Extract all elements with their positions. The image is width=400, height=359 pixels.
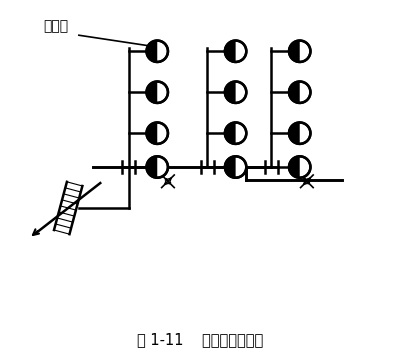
Wedge shape bbox=[289, 122, 300, 144]
Circle shape bbox=[146, 157, 168, 178]
Circle shape bbox=[225, 157, 246, 178]
Circle shape bbox=[146, 122, 168, 144]
Wedge shape bbox=[146, 157, 157, 178]
Wedge shape bbox=[146, 81, 157, 103]
Wedge shape bbox=[146, 41, 157, 62]
Wedge shape bbox=[289, 41, 300, 62]
Wedge shape bbox=[146, 122, 157, 144]
Circle shape bbox=[225, 41, 246, 62]
Wedge shape bbox=[289, 157, 300, 178]
Circle shape bbox=[146, 81, 168, 103]
Wedge shape bbox=[225, 41, 236, 62]
Wedge shape bbox=[225, 81, 236, 103]
Circle shape bbox=[289, 122, 310, 144]
Circle shape bbox=[225, 122, 246, 144]
Circle shape bbox=[289, 157, 310, 178]
Text: 图 1-11    普通消火栓系统: 图 1-11 普通消火栓系统 bbox=[137, 332, 263, 347]
Wedge shape bbox=[225, 157, 236, 178]
Circle shape bbox=[146, 41, 168, 62]
Circle shape bbox=[289, 81, 310, 103]
Text: 消火栓: 消火栓 bbox=[43, 19, 68, 33]
Wedge shape bbox=[289, 81, 300, 103]
Circle shape bbox=[225, 81, 246, 103]
Wedge shape bbox=[225, 122, 236, 144]
Circle shape bbox=[289, 41, 310, 62]
